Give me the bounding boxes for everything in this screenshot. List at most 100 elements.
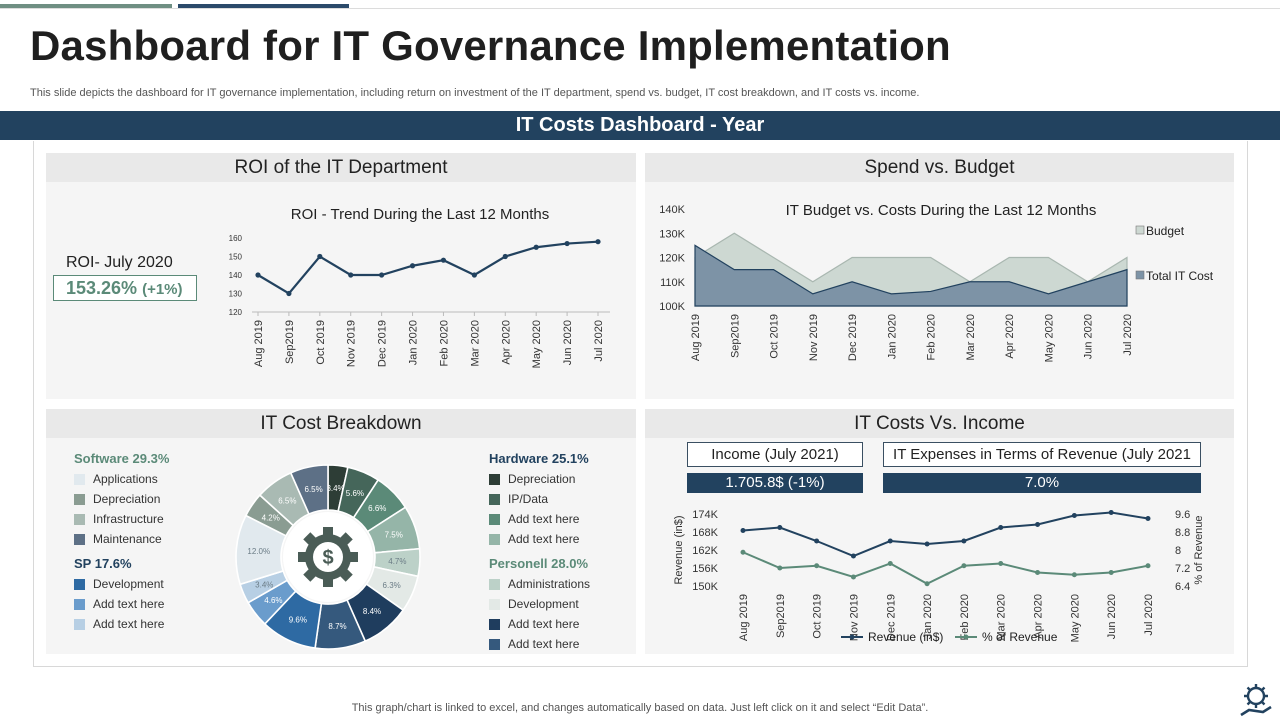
- spend-y-tick: 110K: [660, 277, 686, 289]
- legend-swatch: [74, 533, 85, 545]
- page-title: Dashboard for IT Governance Implementati…: [30, 22, 951, 69]
- spend-x-tick: Apr 2020: [1004, 314, 1016, 359]
- income-x-tick: Oct 2019: [812, 594, 824, 639]
- income-x-tick: Apr 2020: [1033, 594, 1045, 639]
- roi-x-tick: Dec 2019: [377, 320, 389, 367]
- income-kpi-value: 1.705.8$ (-1%): [687, 473, 863, 493]
- income-data-point: [998, 561, 1004, 566]
- income-series-line-revenue: [742, 511, 1149, 558]
- spend-x-tick: Mar 2020: [965, 314, 977, 360]
- dollar-gear-icon: $: [298, 527, 358, 587]
- legend-swatch: [74, 473, 85, 485]
- legend-swatch: [489, 618, 500, 630]
- roi-trend-chart[interactable]: ROI - Trend During the Last 12 Months 160…: [214, 189, 634, 399]
- income-legend-label: % of Revenue: [982, 630, 1058, 644]
- gear-icon: [1240, 684, 1272, 717]
- spend-y-tick: 140K: [659, 204, 685, 216]
- spend-x-tick: Aug 2019: [690, 314, 702, 361]
- spend-x-tick: Jul 2020: [1122, 314, 1134, 356]
- income-right-y-tick: 9.6: [1175, 509, 1190, 521]
- income-data-point: [924, 541, 930, 547]
- spend-x-tick: Dec 2019: [847, 314, 859, 361]
- spend-legend-swatch: [1135, 225, 1145, 235]
- income-kpi-label: Income (July 2021): [687, 442, 863, 467]
- roi-data-point: [533, 244, 539, 250]
- income-panel-header: IT Costs Vs. Income: [645, 409, 1234, 438]
- income-x-tick: Jul 2020: [1143, 594, 1155, 636]
- roi-data-point: [440, 257, 447, 263]
- roi-kpi-value: 153.26%: [66, 278, 138, 298]
- legend-item: Add text here: [489, 509, 589, 529]
- roi-data-point: [348, 272, 354, 278]
- income-data-point: [1071, 513, 1077, 518]
- donut-slice-label: 6.5%: [305, 485, 323, 494]
- income-data-point: [961, 563, 967, 569]
- roi-data-point: [286, 290, 292, 297]
- legend-label: Add text here: [93, 597, 165, 611]
- breakdown-panel-header: IT Cost Breakdown: [46, 409, 636, 438]
- income-data-point: [998, 525, 1004, 530]
- legend-swatch: [74, 578, 85, 590]
- legend-label: IP/Data: [508, 492, 549, 506]
- accent-bar-left: [0, 4, 172, 8]
- donut-slice-label: 3.4%: [255, 581, 273, 590]
- income-data-point: [1035, 522, 1041, 527]
- roi-kpi-box: 153.26% (+1%): [53, 275, 197, 301]
- income-left-y-tick: 174K: [692, 509, 718, 521]
- breakdown-panel: IT Cost Breakdown Software 29.3% Applicat…: [46, 409, 636, 654]
- gear-center: [313, 542, 343, 572]
- legend-group-title: Hardware 25.1%: [489, 451, 589, 466]
- roi-y-tick: 120: [229, 308, 243, 317]
- legend-item: IP/Data: [489, 489, 589, 509]
- page-subtitle: This slide depicts the dashboard for IT …: [30, 87, 920, 99]
- income-data-point: [814, 538, 820, 544]
- expenses-kpi-value: 7.0%: [883, 473, 1201, 493]
- cost-breakdown-donut[interactable]: 3.4%5.6%6.6%7.5%4.7%6.3%8.4%8.7%9.6%4.6%…: [233, 462, 423, 652]
- roi-series-line: [257, 240, 599, 295]
- income-data-point: [814, 563, 820, 569]
- income-data-point: [850, 574, 856, 580]
- dashboard-frame: [33, 141, 1248, 667]
- roi-y-tick: 150: [229, 253, 243, 262]
- income-panel: IT Costs Vs. Income Income (July 2021) 1…: [645, 409, 1234, 654]
- revenue-vs-percent-chart[interactable]: 174K 168K 162K 156K 150K 9.6 8.8 8 7.2 6.4 Revenue…: [645, 494, 1234, 654]
- roi-x-tick: Sep2019: [284, 320, 296, 364]
- roi-x-tick: Apr 2020: [500, 320, 512, 365]
- income-x-tick: Nov 2019: [848, 594, 860, 641]
- income-left-y-tick: 156K: [692, 563, 718, 575]
- roi-x-tick: Feb 2020: [438, 320, 450, 366]
- legend-item: Add text here: [489, 634, 590, 654]
- spend-panel-header: Spend vs. Budget: [645, 153, 1234, 182]
- income-x-tick: Dec 2019: [885, 594, 897, 641]
- spend-legend-label: Total IT Cost: [1146, 269, 1214, 283]
- donut-slice-label: 4.2%: [262, 514, 280, 523]
- spend-x-tick: Nov 2019: [808, 314, 820, 361]
- legend-swatch: [74, 493, 85, 505]
- legend-item: Development: [74, 574, 164, 594]
- income-data-point: [1145, 563, 1151, 569]
- income-data-point: [740, 549, 746, 555]
- spend-panel: Spend vs. Budget IT Budget vs. Costs Dur…: [645, 153, 1234, 399]
- top-divider: [0, 8, 1280, 9]
- legend-swatch: [74, 598, 85, 610]
- budget-vs-cost-chart[interactable]: IT Budget vs. Costs During the Last 12 M…: [645, 187, 1230, 399]
- spend-x-tick: Sep2019: [729, 314, 741, 358]
- dashboard-banner: IT Costs Dashboard - Year: [0, 111, 1280, 140]
- spend-x-tick: Jan 2020: [886, 314, 898, 359]
- income-x-tick: Feb 2020: [959, 594, 971, 640]
- roi-data-point: [564, 240, 570, 247]
- income-data-point: [777, 565, 783, 571]
- income-series-line-percent: [742, 551, 1149, 585]
- donut-slice-label: 5.6%: [346, 489, 364, 498]
- spend-y-tick: 100K: [659, 301, 685, 313]
- income-x-tick: May 2020: [1069, 594, 1081, 642]
- legend-group-title: SP 17.6%: [74, 556, 132, 571]
- donut-slice-label: 7.5%: [385, 530, 403, 539]
- legend-swatch: [489, 493, 500, 505]
- roi-y-tick: 130: [229, 290, 243, 299]
- legend-item: Add text here: [489, 529, 589, 549]
- expenses-kpi-label: IT Expenses in Terms of Revenue (July 20…: [883, 442, 1201, 467]
- legend-item: Add text here: [74, 614, 164, 634]
- legend-label: Infrastructure: [93, 512, 164, 526]
- legend-label: Development: [508, 597, 579, 611]
